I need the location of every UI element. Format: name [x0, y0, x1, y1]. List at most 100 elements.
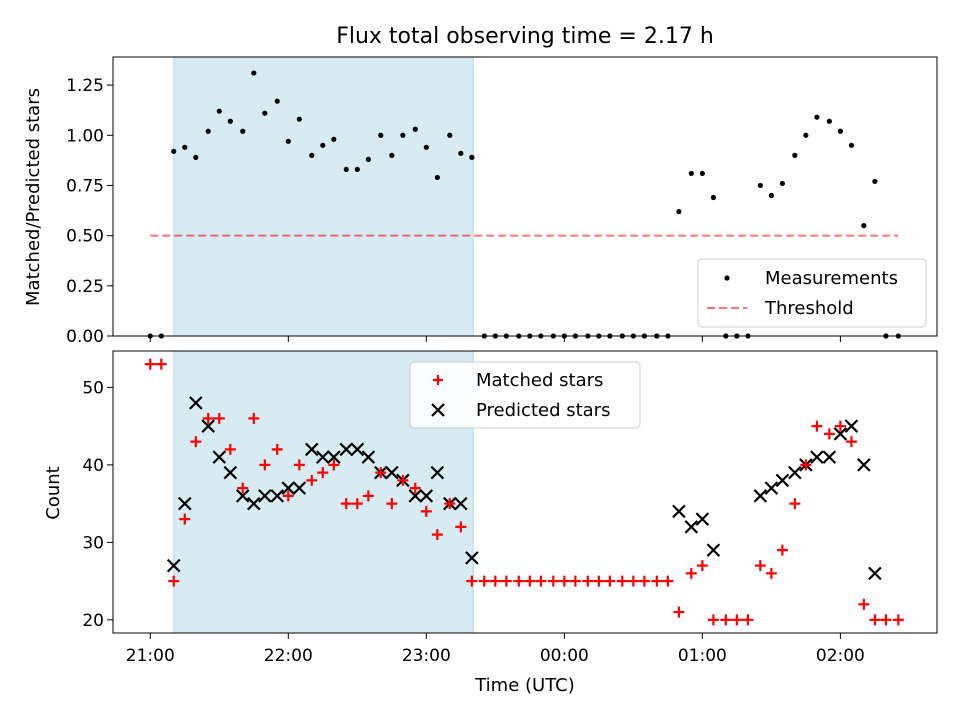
- measurement-point: [331, 136, 337, 142]
- ratio-legend: Measurements Threshold: [697, 258, 927, 328]
- legend-matched-marker: [433, 375, 443, 385]
- time-x-axis: 21:00 22:00 23:00 00:00 01:00 02:00: [126, 633, 865, 666]
- measurement-point: [848, 142, 855, 148]
- predicted-star-marker: [212, 450, 227, 464]
- matched-star-marker: [800, 459, 812, 471]
- ratio-legend-box: [697, 258, 927, 328]
- measurement-point: [803, 132, 809, 138]
- matched-star-marker: [328, 459, 340, 471]
- measurement-point: [768, 192, 774, 199]
- matched-star-marker: [179, 513, 191, 525]
- measurement-point: [434, 174, 440, 181]
- predicted-star-marker: [844, 419, 859, 433]
- measurement-point: [182, 144, 188, 150]
- time-x-tick-label: 02:00: [816, 646, 865, 666]
- predicted-star-marker: [465, 551, 479, 565]
- matched-star-marker: [202, 412, 214, 424]
- matched-star-marker: [627, 575, 639, 587]
- predicted-star-marker: [166, 558, 181, 573]
- predicted-star-marker: [304, 442, 319, 457]
- matched-star-marker: [869, 614, 881, 626]
- matched-star-marker: [731, 614, 743, 626]
- matched-star-marker: [375, 467, 387, 479]
- predicted-star-marker: [672, 504, 686, 519]
- measurement-point: [837, 128, 843, 134]
- measurement-point: [412, 126, 418, 132]
- measurement-point: [240, 128, 246, 134]
- predicted-star-marker: [430, 465, 445, 480]
- matched-star-marker: [155, 358, 167, 370]
- matched-star-marker: [340, 498, 352, 510]
- time-x-tick-label: 22:00: [264, 646, 313, 666]
- matched-star-marker: [638, 575, 650, 587]
- measurement-point: [400, 132, 406, 138]
- measurement-point: [216, 108, 222, 114]
- measurement-point: [757, 182, 763, 189]
- predicted-star-marker: [281, 481, 296, 495]
- count-y-axis-label: Count: [43, 466, 64, 519]
- ratio-y-tick-label: 0.75: [66, 176, 104, 196]
- ratio-panel: 0.00 0.25 0.50 0.75 1.00 1.25 Matched/Predict…: [23, 56, 938, 347]
- matched-star-marker: [707, 614, 719, 626]
- count-y-tick-label: 30: [82, 533, 104, 553]
- measurement-point: [814, 114, 820, 120]
- ratio-y-axis: 0.00 0.25 0.50 0.75 1.00 1.25: [66, 76, 113, 347]
- matched-star-marker: [513, 575, 525, 587]
- predicted-star-marker: [247, 496, 261, 511]
- predicted-star-marker: [810, 450, 824, 464]
- measurement-point: [826, 118, 832, 124]
- predicted-star-marker: [316, 450, 330, 464]
- measurement-point: [320, 142, 326, 148]
- matched-star-marker: [455, 521, 467, 533]
- legend-predicted-label: Predicted stars: [476, 400, 610, 421]
- measurement-point: [193, 154, 199, 160]
- ratio-y-tick-label: 1.00: [66, 126, 104, 146]
- predicted-star-marker: [684, 520, 699, 534]
- matched-star-marker: [524, 575, 536, 587]
- predicted-star-marker: [189, 396, 203, 410]
- matched-star-marker: [213, 412, 225, 424]
- measurement-point: [861, 223, 867, 229]
- time-x-tick-label: 21:00: [126, 646, 175, 666]
- predicted-star-marker: [385, 465, 399, 480]
- measurement-point: [378, 132, 384, 138]
- measurement-point: [779, 180, 786, 187]
- measurement-point: [274, 98, 280, 104]
- predicted-star-marker: [706, 543, 721, 557]
- matched-star-marker: [651, 575, 663, 587]
- matched-star-marker: [282, 490, 294, 502]
- count-y-axis: 20 30 40 50: [82, 378, 113, 631]
- matched-star-marker: [351, 498, 363, 510]
- predicted-star-marker: [695, 512, 710, 526]
- matched-star-marker: [190, 436, 202, 448]
- matched-star-marker: [293, 459, 305, 471]
- predicted-star-marker: [350, 442, 365, 457]
- matched-star-marker: [696, 560, 708, 572]
- predicted-star-marker: [327, 450, 341, 464]
- matched-star-marker: [616, 575, 628, 587]
- ratio-y-axis-label: Matched/Predicted stars: [23, 88, 44, 306]
- matched-star-marker: [685, 567, 697, 579]
- predicted-star-marker: [270, 489, 285, 503]
- matched-star-marker: [892, 614, 904, 626]
- ratio-y-tick-label: 0.25: [66, 277, 104, 297]
- measurement-point: [458, 150, 464, 156]
- count-axes-frame: [112, 350, 938, 634]
- matched-star-marker: [558, 575, 570, 587]
- matched-star-marker: [248, 412, 260, 424]
- matched-star-marker: [811, 420, 823, 432]
- count-y-tick-label: 20: [82, 611, 104, 631]
- ratio-axes-frame: [112, 56, 938, 337]
- predicted-star-marker: [419, 489, 434, 503]
- measurement-point: [365, 156, 371, 162]
- count-legend: Matched stars Predicted stars: [409, 361, 641, 429]
- measurement-point: [309, 152, 315, 158]
- matched-star-marker: [720, 614, 732, 626]
- matched-star-marker: [224, 443, 236, 455]
- measurement-point: [296, 116, 302, 122]
- legend-measurements-label: Measurements: [765, 268, 898, 289]
- matched-star-marker: [789, 498, 801, 510]
- matched-star-marker: [535, 575, 547, 587]
